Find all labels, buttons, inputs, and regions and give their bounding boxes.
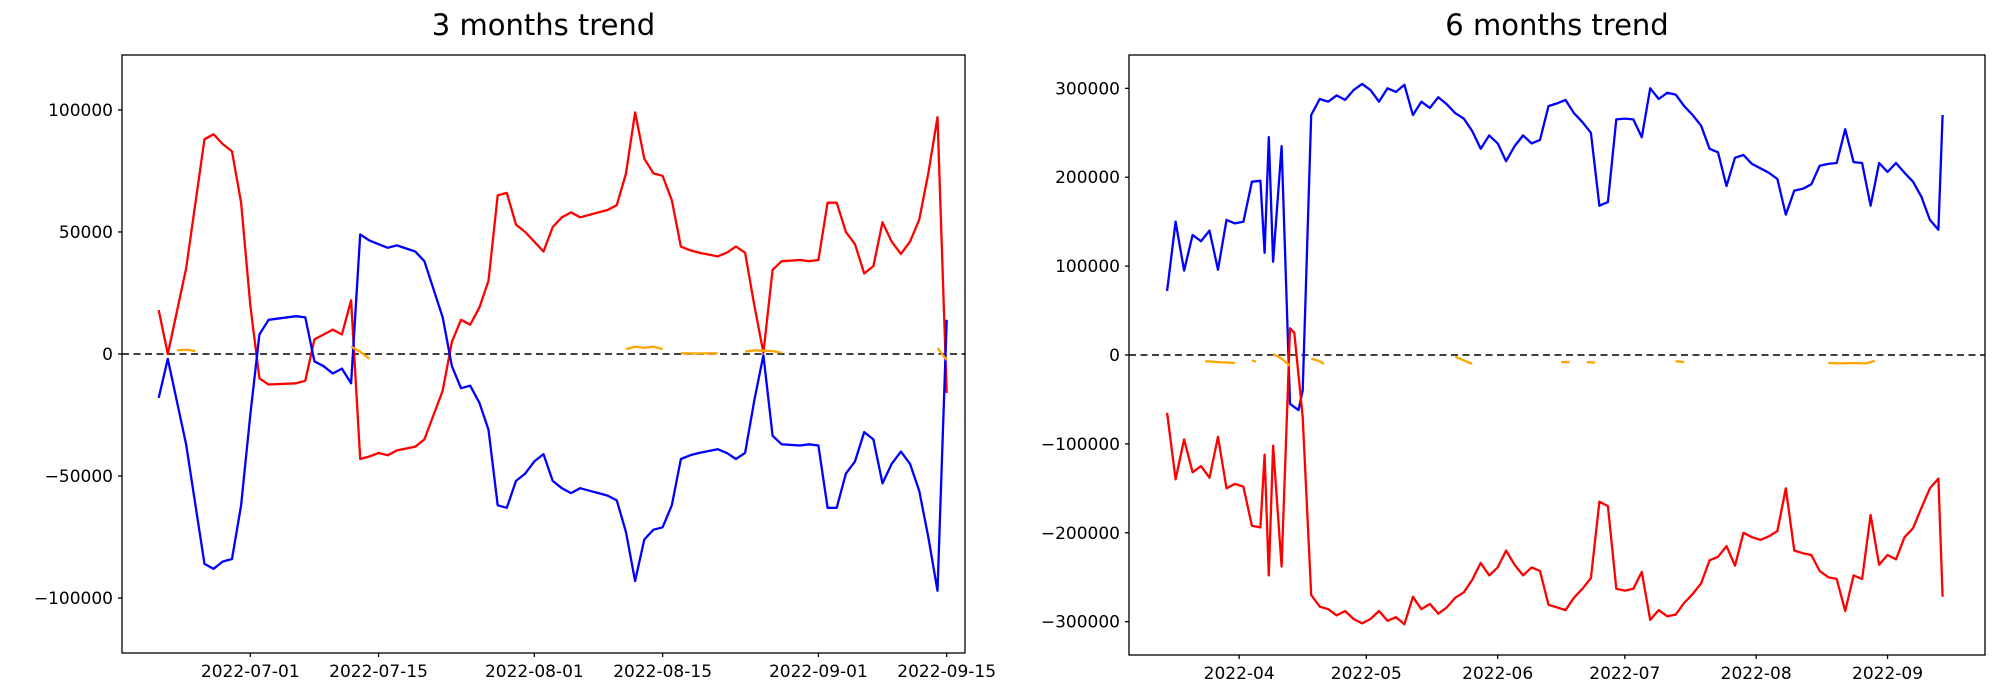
orange-series-line bbox=[1272, 353, 1291, 367]
y-tick-label: 0 bbox=[1109, 346, 1120, 366]
y-tick-label: −50000 bbox=[45, 467, 113, 487]
y-tick-label: −100000 bbox=[34, 589, 113, 609]
y-tick-label: 50000 bbox=[59, 223, 113, 243]
y-tick-label: −100000 bbox=[1041, 435, 1120, 455]
blue-series-line bbox=[157, 233, 948, 592]
x-tick-label: 2022-09-01 bbox=[769, 662, 868, 682]
x-tick-label: 2022-09 bbox=[1852, 664, 1923, 684]
orange-series-line bbox=[625, 345, 663, 351]
x-tick-label: 2022-09-15 bbox=[897, 662, 996, 682]
y-tick-label: 100000 bbox=[1055, 257, 1120, 277]
orange-series-line bbox=[1310, 357, 1325, 365]
orange-series-line bbox=[176, 348, 196, 353]
y-tick-label: 100000 bbox=[48, 101, 113, 121]
y-tick-label: −200000 bbox=[1041, 524, 1120, 544]
x-tick-label: 2022-07-01 bbox=[201, 662, 300, 682]
y-tick-label: 200000 bbox=[1055, 168, 1120, 188]
orange-series-line bbox=[744, 349, 782, 354]
x-tick-label: 2022-08-15 bbox=[613, 662, 712, 682]
x-tick-label: 2022-05 bbox=[1331, 664, 1402, 684]
orange-series-line bbox=[1251, 359, 1257, 363]
red-series-line bbox=[157, 111, 948, 461]
x-tick-label: 2022-07 bbox=[1589, 664, 1660, 684]
red-series-line bbox=[1165, 327, 1944, 626]
x-tick-label: 2022-08 bbox=[1721, 664, 1792, 684]
orange-series-line bbox=[1205, 360, 1235, 365]
left-chart-title: 3 months trend bbox=[431, 8, 656, 42]
y-tick-label: −300000 bbox=[1041, 613, 1120, 633]
orange-series-line bbox=[350, 345, 371, 360]
blue-series-line bbox=[1165, 82, 1944, 412]
orange-series-line bbox=[936, 347, 948, 361]
y-tick-label: 0 bbox=[102, 345, 113, 365]
x-tick-label: 2022-04 bbox=[1204, 664, 1275, 684]
orange-series-line bbox=[1454, 355, 1473, 365]
y-tick-label: 300000 bbox=[1055, 79, 1120, 99]
orange-series-line bbox=[1828, 359, 1876, 365]
x-tick-label: 2022-06 bbox=[1462, 664, 1533, 684]
orange-series-line bbox=[1675, 360, 1685, 364]
right-chart-title: 6 months trend bbox=[1445, 8, 1669, 42]
x-tick-label: 2022-07-15 bbox=[329, 662, 428, 682]
orange-series-line bbox=[1586, 360, 1596, 364]
x-tick-label: 2022-08-01 bbox=[485, 662, 584, 682]
